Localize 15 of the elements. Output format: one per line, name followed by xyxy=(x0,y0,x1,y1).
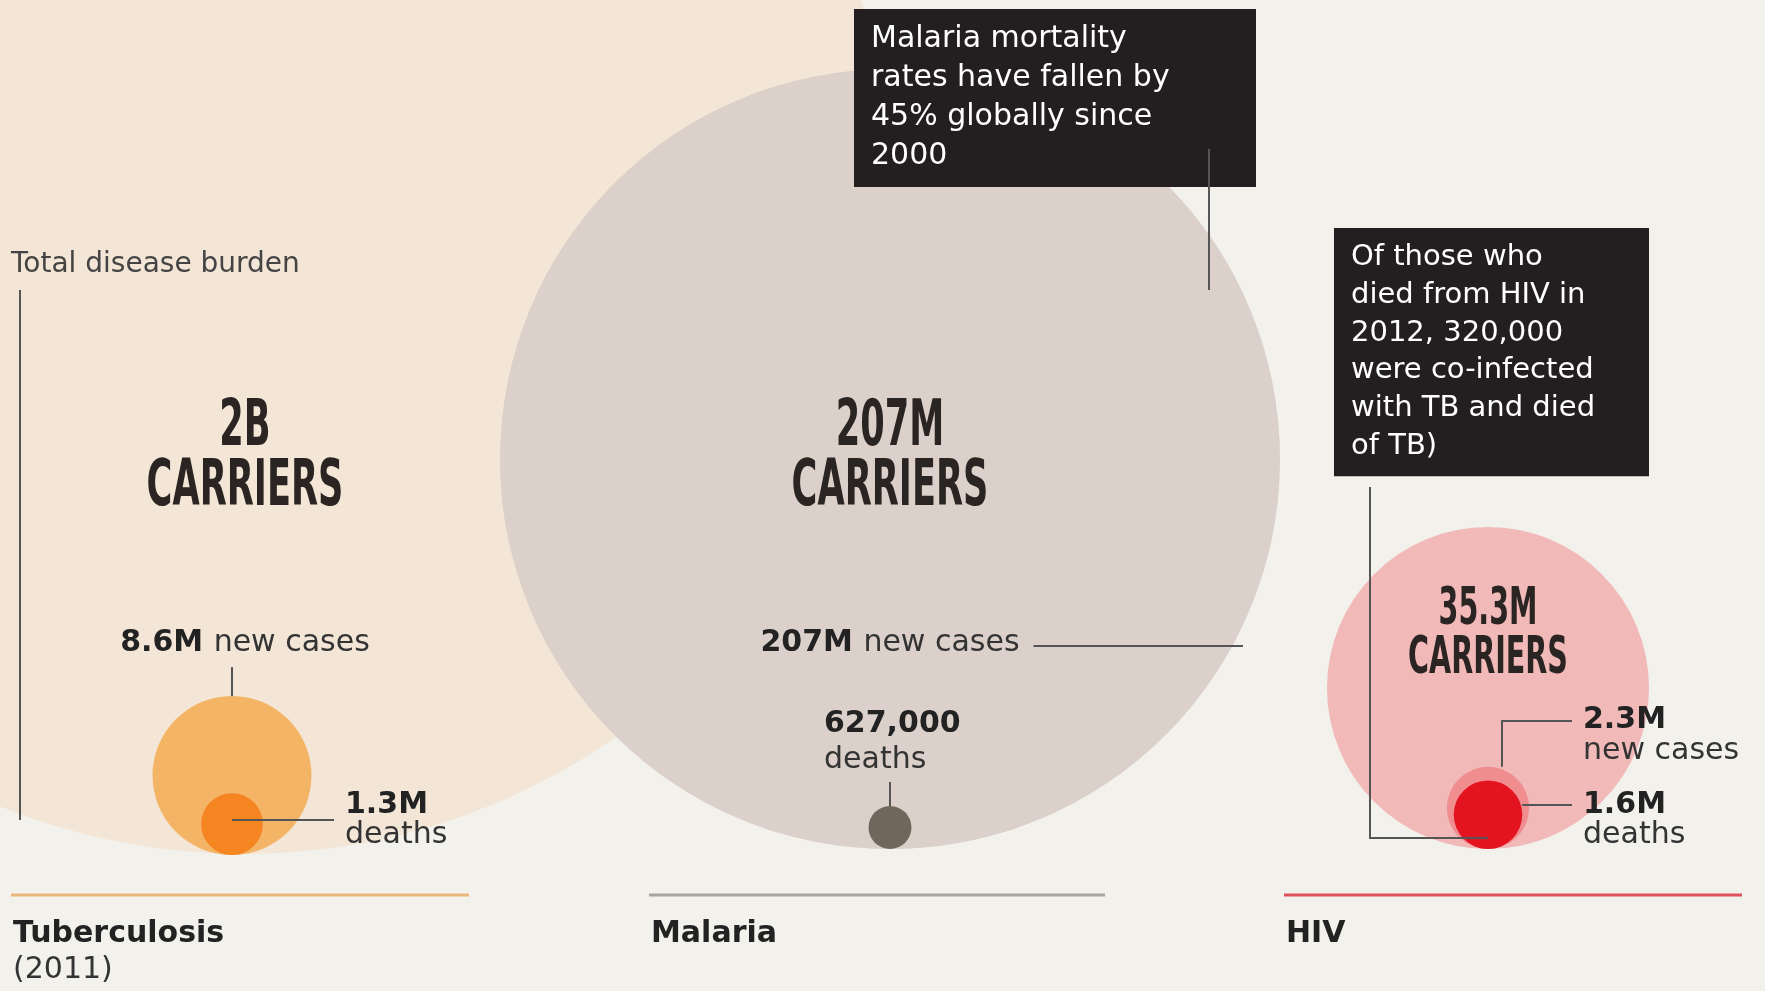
text: Total disease burden xyxy=(10,246,300,280)
category-label: HIV xyxy=(1286,913,1347,949)
data-label: 627,000 xyxy=(824,703,961,739)
text: Of those who died from HIV in 2012, 320,000 were co-infected with TB and died of TB) xyxy=(1351,238,1596,461)
data-label: 207M xyxy=(760,622,853,658)
text: (2011) xyxy=(13,949,113,985)
text: CARRIERS xyxy=(146,445,344,521)
text: CARRIERS xyxy=(791,445,989,521)
text: Malaria mortality rates have fallen by 45% globally since 2000 xyxy=(871,19,1170,172)
data-label: 8.6M xyxy=(120,622,204,658)
text: new cases xyxy=(213,622,370,658)
category-label: Malaria xyxy=(651,913,777,949)
text: new cases xyxy=(863,622,1020,658)
category-label: Tuberculosis xyxy=(13,913,225,949)
text: deaths xyxy=(824,739,927,775)
